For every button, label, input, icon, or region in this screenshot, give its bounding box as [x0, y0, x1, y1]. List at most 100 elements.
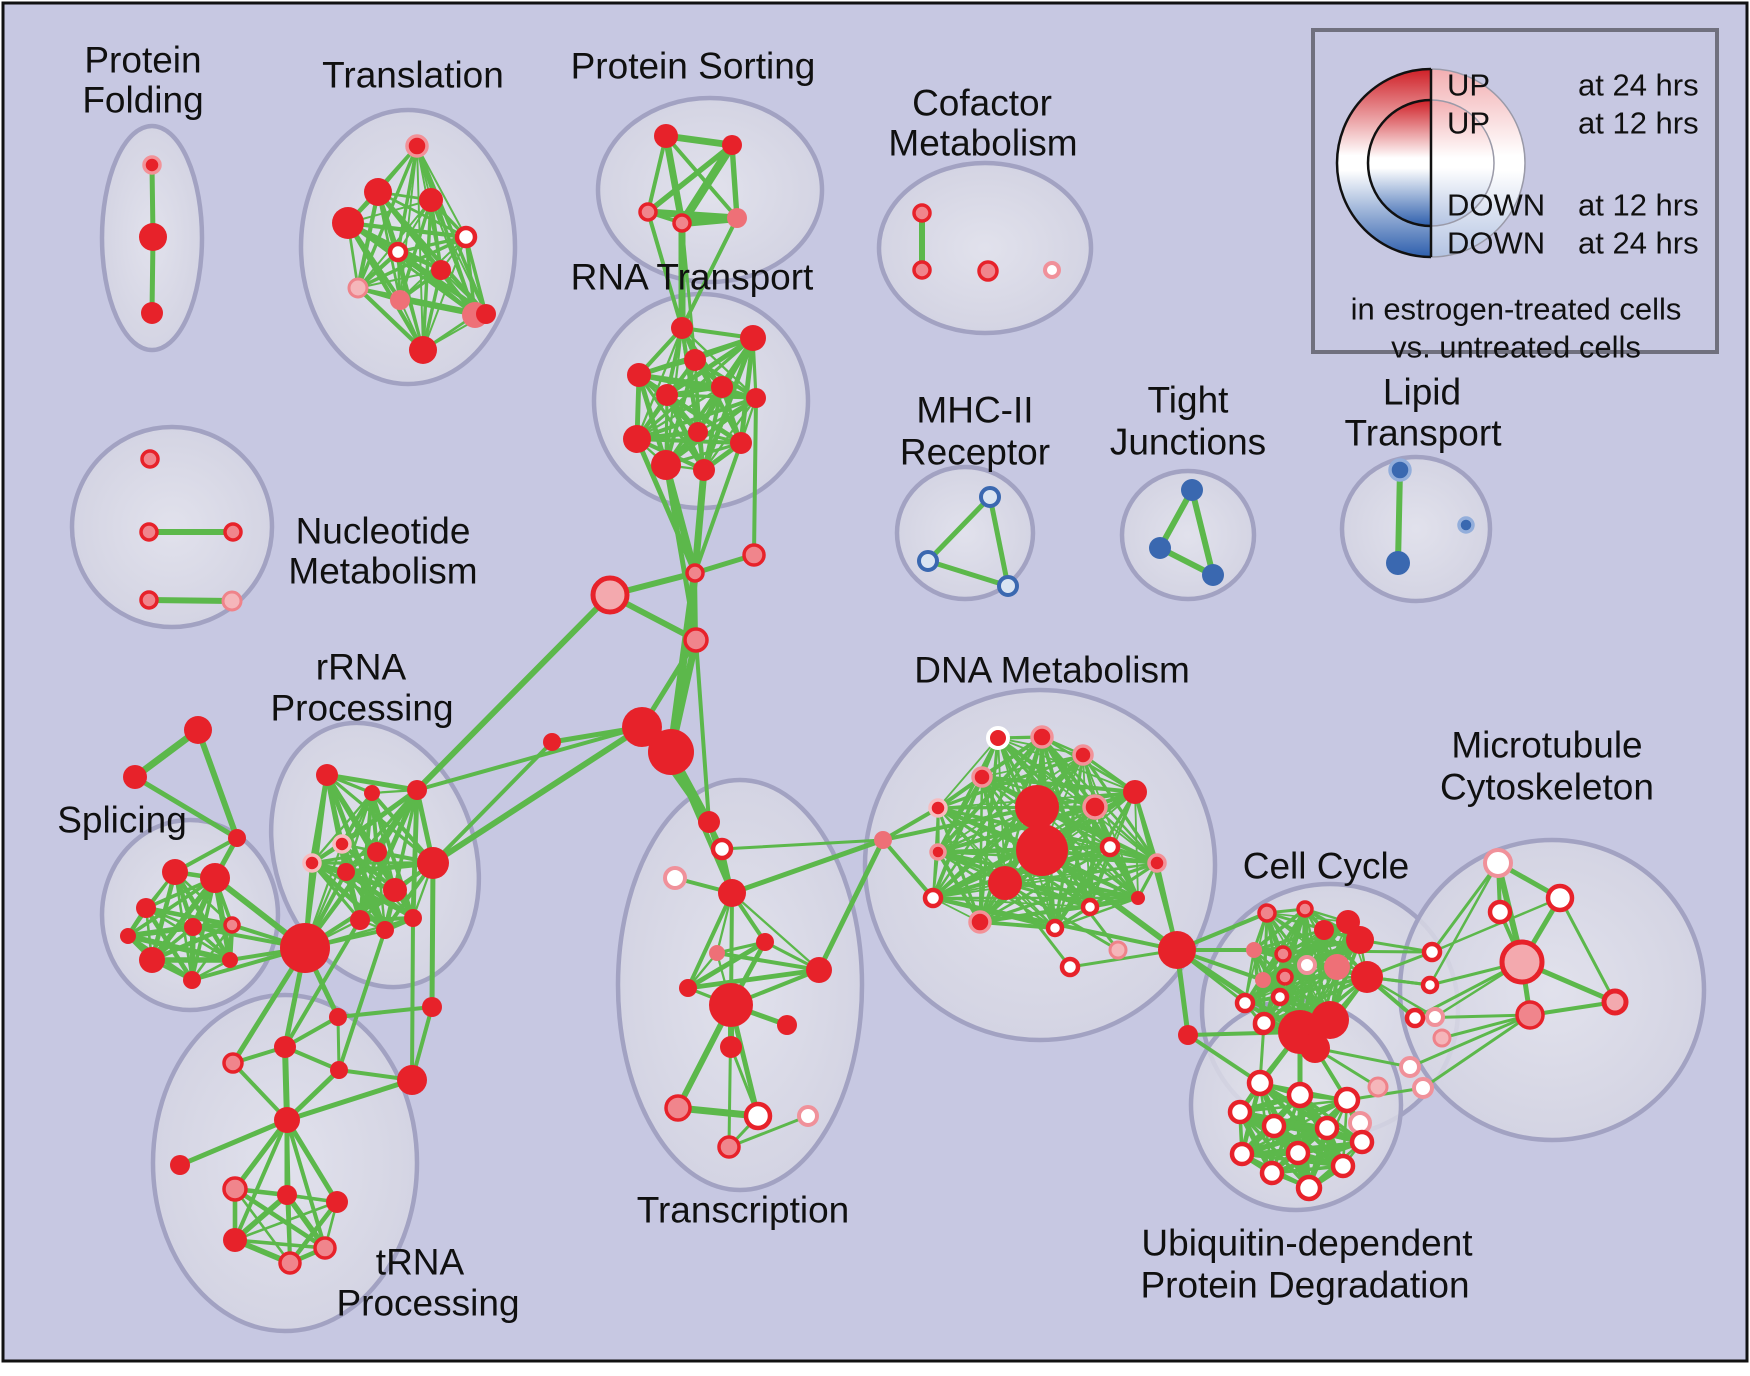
node-nm5: [221, 590, 243, 612]
edge: [177, 1117, 290, 1168]
node-mh1: [979, 486, 1001, 508]
node-cc12: [1270, 987, 1290, 1007]
node-cc6: [1246, 942, 1262, 958]
node-dm14: [1131, 891, 1145, 905]
edge: [396, 235, 468, 254]
edge: [464, 235, 488, 316]
edge: [645, 142, 735, 215]
node-lp1: [1388, 458, 1412, 482]
edge: [1252, 907, 1307, 952]
edge: [430, 724, 645, 866]
node-lp2: [1386, 551, 1410, 575]
edge: [693, 441, 743, 575]
node-cc11: [1255, 972, 1271, 988]
node-cc5: [1314, 920, 1334, 940]
edge: [146, 597, 235, 604]
edge: [937, 737, 999, 809]
edge: [714, 950, 822, 973]
node-tj3: [1202, 564, 1224, 586]
node-tr4: [330, 1061, 348, 1079]
node-c4: [683, 627, 709, 653]
edge: [195, 727, 240, 841]
node-tx1: [698, 811, 720, 833]
node-rt1: [671, 317, 693, 339]
edge: [1244, 966, 1338, 1004]
node-tr3: [329, 1008, 347, 1026]
edge: [662, 132, 686, 227]
node-mt10: [1432, 1028, 1452, 1048]
node-tx7: [679, 979, 697, 997]
cluster-label-nucleotide-metabolism-line2: Metabolism: [288, 551, 477, 592]
node-rr1: [316, 764, 338, 786]
cluster-label-protein-sorting: Protein Sorting: [571, 46, 816, 87]
edge: [727, 1114, 810, 1149]
edge: [730, 891, 821, 972]
node-t7: [431, 260, 451, 280]
node-tx15: [717, 1135, 741, 1159]
edge: [1088, 861, 1159, 909]
node-ccb3: [1300, 1033, 1330, 1063]
node-ccr1: [1421, 941, 1443, 963]
node-rr7: [337, 863, 355, 881]
edge: [702, 396, 758, 472]
node-tx11: [720, 1036, 742, 1058]
edge: [357, 790, 375, 923]
node-cch: [1158, 931, 1196, 969]
node-cc2: [1296, 900, 1314, 918]
node-dmb: [874, 831, 892, 849]
node-hub1: [622, 707, 662, 747]
cluster-label-rrna-processing-line1: rRNA: [316, 647, 407, 688]
edge: [1430, 861, 1500, 954]
edge: [233, 1200, 339, 1242]
edge: [414, 592, 613, 793]
edge: [1395, 467, 1403, 566]
node-cc1: [1257, 903, 1277, 923]
edge: [357, 269, 442, 289]
node-ccr3: [1425, 1007, 1445, 1027]
edge: [1440, 1013, 1532, 1040]
edge: [685, 890, 735, 991]
edge: [665, 393, 758, 400]
edge: [231, 1061, 289, 1122]
node-dm12: [1099, 836, 1121, 858]
cluster-label-microtubule-cytoskeleton-line2: Cytoskeleton: [1440, 767, 1654, 808]
node-dm5: [928, 798, 948, 818]
edge: [422, 236, 467, 351]
node-dm7: [1015, 785, 1059, 829]
node-u6: [1314, 1115, 1340, 1141]
node-ccbr: [1367, 1076, 1389, 1098]
edge: [663, 395, 759, 468]
node-c2: [742, 543, 766, 567]
cluster-label-cofactor-metabolism-line2: Metabolism: [888, 123, 1077, 164]
legend-box: [1311, 28, 1719, 354]
edge: [1081, 753, 1159, 865]
edge: [677, 140, 737, 228]
edge: [925, 558, 1011, 589]
node-tx8: [806, 957, 832, 983]
node-u11: [1259, 1160, 1285, 1186]
legend-row-4-direction: DOWN: [1447, 226, 1545, 261]
cluster-bubble-cofactor-metabolism: [876, 160, 1094, 336]
edge: [343, 869, 416, 921]
legend-caption-line2: vs. untreated cells: [1391, 330, 1641, 365]
edge: [1408, 1013, 1532, 1069]
node-rt3: [684, 349, 706, 371]
edge: [410, 916, 415, 1082]
edge: [1313, 1046, 1412, 1069]
node-t2: [364, 178, 392, 206]
edge: [345, 220, 426, 353]
cluster-label-cofactor-metabolism-line1: Cofactor: [912, 83, 1052, 124]
edge: [978, 905, 1092, 924]
edge: [637, 373, 706, 472]
node-rr9: [383, 878, 407, 902]
edge: [1175, 948, 1434, 954]
edge: [932, 862, 1158, 899]
legend-row-4-time: at 24 hrs: [1578, 226, 1699, 261]
node-u9: [1285, 1140, 1311, 1166]
edge: [881, 806, 940, 842]
edge: [729, 142, 740, 221]
node-t8: [347, 277, 369, 299]
node-u2: [1286, 1081, 1314, 1109]
legend-row-2-direction: UP: [1447, 106, 1490, 141]
node-pf3: [141, 302, 163, 324]
